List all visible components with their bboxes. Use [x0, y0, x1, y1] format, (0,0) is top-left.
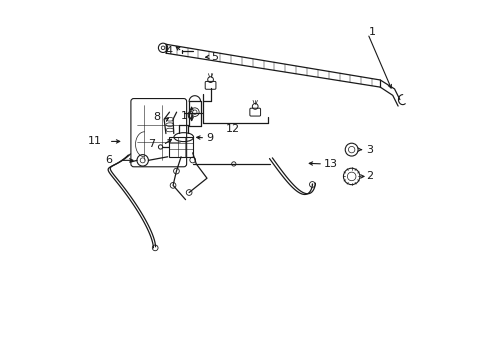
Text: 8: 8: [153, 112, 160, 122]
Text: 3: 3: [365, 145, 372, 155]
Text: 5: 5: [211, 52, 218, 62]
Text: 13: 13: [323, 159, 337, 169]
Text: 4: 4: [165, 46, 173, 56]
Text: 6: 6: [105, 156, 112, 165]
Text: 2: 2: [365, 171, 372, 181]
Text: 1: 1: [368, 27, 375, 37]
Text: 10: 10: [180, 111, 194, 121]
Text: 9: 9: [206, 133, 213, 143]
Text: 11: 11: [87, 136, 102, 147]
Text: 12: 12: [225, 124, 240, 134]
Text: 7: 7: [148, 139, 155, 149]
